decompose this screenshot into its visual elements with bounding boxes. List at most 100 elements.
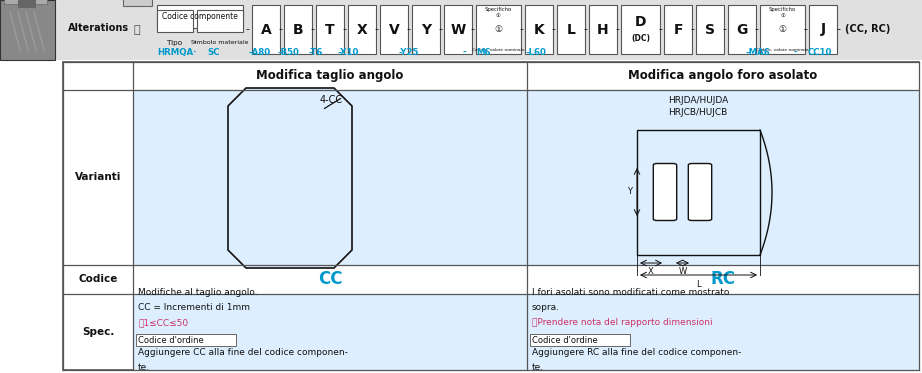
Text: CC = Incrementi di 1mm: CC = Incrementi di 1mm [138, 303, 250, 312]
Text: Simbolo materiale: Simbolo materiale [191, 41, 249, 46]
Text: J: J [821, 22, 825, 37]
Text: -: - [690, 25, 694, 34]
Text: HRJDA/HUJDA: HRJDA/HUJDA [668, 96, 728, 105]
Text: HRJCB/HUJCB: HRJCB/HUJCB [668, 108, 727, 117]
Bar [696, 5, 724, 54]
Bar [525, 5, 553, 54]
Text: I fori asolati sono modificati come mostrato: I fori asolati sono modificati come most… [532, 288, 729, 297]
Bar [4, 0, 47, 4]
Text: -: - [470, 25, 474, 34]
Text: HRMQA·: HRMQA· [157, 48, 196, 57]
Text: Modifiche al taglio angolo.: Modifiche al taglio angolo. [138, 288, 257, 297]
Text: -: - [803, 25, 807, 34]
Bar [157, 5, 243, 28]
Bar [133, 90, 919, 265]
Text: F: F [673, 22, 683, 37]
Text: 4-CC: 4-CC [320, 95, 343, 105]
FancyBboxPatch shape [654, 163, 677, 220]
Text: Aggiungere CC alla fine del codice componen-: Aggiungere CC alla fine del codice compo… [138, 348, 348, 357]
Text: Alterations: Alterations [68, 23, 129, 33]
Text: Codice componente: Codice componente [162, 12, 238, 21]
Text: T: T [325, 22, 335, 37]
Text: CC10: CC10 [808, 48, 833, 57]
Bar [133, 265, 919, 294]
Bar [63, 62, 919, 90]
Text: Codice d'ordine: Codice d'ordine [138, 336, 204, 345]
Text: X: X [648, 267, 654, 276]
Text: Specificho
①: Specificho ① [769, 7, 796, 18]
Text: -B50: -B50 [278, 48, 300, 57]
Text: te.: te. [532, 363, 544, 372]
Text: L: L [696, 280, 701, 289]
Bar [530, 333, 630, 346]
Bar [809, 5, 837, 54]
Text: M6: M6 [476, 48, 491, 57]
Text: sopra.: sopra. [532, 303, 560, 312]
Text: Varianti: Varianti [75, 172, 121, 182]
Text: -: - [615, 25, 619, 34]
Text: CC: CC [318, 270, 342, 288]
Text: -MA6: -MA6 [746, 48, 771, 57]
Polygon shape [228, 88, 352, 268]
Text: D: D [634, 15, 646, 29]
Text: -Y25: -Y25 [398, 48, 419, 57]
Bar [589, 5, 617, 54]
Bar [123, 0, 152, 6]
Text: Aggiungere RC alla fine del codice componen-: Aggiungere RC alla fine del codice compo… [532, 348, 741, 357]
Text: -: - [583, 25, 587, 34]
Text: -: - [342, 25, 346, 34]
Bar [284, 5, 312, 54]
Text: -: - [278, 25, 282, 34]
Text: L: L [566, 22, 575, 37]
Bar [136, 333, 236, 346]
Text: Codice d'ordine: Codice d'ordine [532, 336, 597, 345]
Text: -: - [836, 25, 840, 34]
Text: -: - [245, 25, 249, 34]
Text: Modifica angolo foro asolato: Modifica angolo foro asolato [629, 69, 818, 82]
Text: -: - [438, 25, 442, 34]
Text: Codice, valore nominale: Codice, valore nominale [472, 48, 525, 52]
Bar [760, 5, 805, 54]
Text: ①: ① [494, 25, 502, 34]
Text: (DC): (DC) [631, 34, 650, 43]
Text: SC: SC [207, 48, 219, 57]
Bar [664, 5, 692, 54]
Text: Y: Y [627, 188, 632, 197]
Text: W: W [450, 22, 466, 37]
Bar [380, 5, 408, 54]
Bar [133, 294, 919, 370]
Text: -: - [722, 25, 726, 34]
Text: S: S [705, 22, 715, 37]
Text: -: - [310, 25, 314, 34]
Text: W: W [679, 267, 687, 276]
Bar [476, 5, 521, 54]
Text: ⑱1≤CC≤50: ⑱1≤CC≤50 [138, 318, 188, 327]
Text: -T6: -T6 [308, 48, 323, 57]
Text: ·: · [193, 36, 197, 50]
FancyBboxPatch shape [689, 163, 712, 220]
Text: Specificho
①: Specificho ① [485, 7, 512, 18]
Text: X: X [357, 22, 367, 37]
Text: Y: Y [421, 22, 431, 37]
Text: -A80: -A80 [248, 48, 270, 57]
Text: -L60: -L60 [526, 48, 547, 57]
Bar [18, 0, 36, 8]
Text: -: - [754, 25, 758, 34]
Text: -: - [406, 25, 410, 34]
Bar [63, 62, 919, 370]
Bar [637, 130, 760, 255]
Bar [0, 0, 922, 60]
Bar [412, 5, 440, 54]
Text: -: - [374, 25, 378, 34]
Text: B: B [292, 22, 303, 37]
Bar [197, 10, 243, 32]
Text: 📷: 📷 [134, 25, 140, 35]
Text: V: V [389, 22, 399, 37]
Text: K: K [534, 22, 544, 37]
Bar [557, 5, 585, 54]
Bar [348, 5, 376, 54]
Bar [157, 10, 193, 32]
Text: -: - [658, 25, 662, 34]
Text: Tipo: Tipo [168, 40, 183, 46]
Text: -: - [551, 25, 555, 34]
